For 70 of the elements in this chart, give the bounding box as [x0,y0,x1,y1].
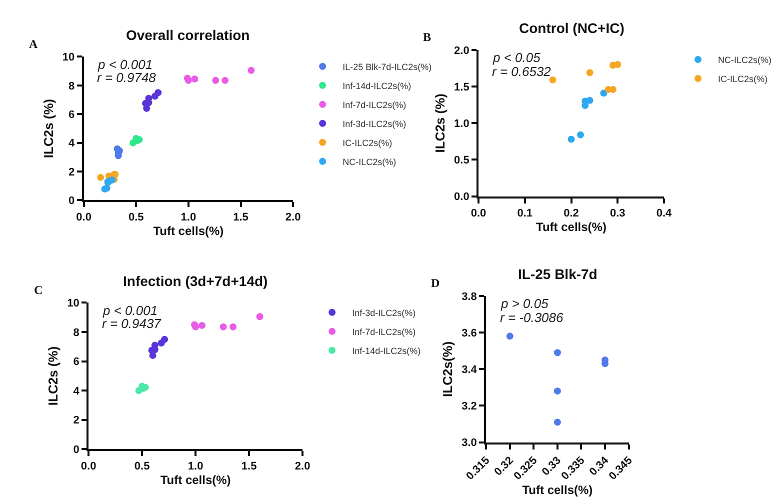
y-axis-title: ILC2s (%) [46,346,61,406]
text: D [431,276,440,290]
y-tick-label: 10 [67,298,80,310]
x-tick-label: 0.5 [134,460,150,472]
x-axis-title: Tuft cells(%) [536,220,606,234]
x-tick-label: 0.5 [128,211,144,224]
text: C [34,283,43,297]
y-tick-label: 2 [68,166,75,178]
legend-label: Inf-14d-ILC2s(%) [342,80,412,91]
chart-title: Control (NC+IC) [519,20,624,36]
y-tick-label: 0 [68,195,75,208]
annotation: p < 0.05 [492,50,542,65]
x-tick-label: 0.2 [564,208,579,220]
y-tick-label: 0 [73,444,80,456]
y-tick-label: 6 [73,356,80,368]
x-tick-label: 1.5 [241,460,257,472]
legend-label: IC-ILC2s(%) [342,138,392,148]
annotation: r = 0.6532 [492,64,552,79]
x-tick-label: 1.0 [180,211,196,224]
chart-title: Infection (3d+7d+14d) [123,273,268,289]
y-tick-label: 0.0 [454,191,470,204]
x-axis-title: Tuft cells(%) [153,224,224,238]
y-axis-title: ILC2s (%) [40,98,56,158]
x-tick-label: 2.0 [285,211,301,224]
annotation: r = -0.3086 [500,310,564,325]
x-tick-label: 2.0 [294,460,310,472]
x-tick-label: 0.4 [656,208,673,220]
legend-label: Inf-14d-ILC2s(%) [352,346,421,356]
x-axis-title: Tuft cells(%) [522,482,593,497]
text: A [29,37,38,51]
y-axis-title: ILC2s (%) [432,94,448,153]
x-tick-label: 1.0 [188,460,204,472]
annotation: p < 0.001 [97,57,153,72]
legend-label: Inf-7d-ILC2s(%) [352,326,416,337]
chart-title: Overall correlation [126,27,250,43]
y-axis-title: ILC2s(%) [440,341,456,397]
legend-label: NC-ILC2s(%) [718,55,772,66]
y-tick-label: 3.4 [462,364,478,376]
y-tick-label: 4 [73,385,80,398]
y-tick-label: 8 [73,326,80,339]
x-tick-label: 0.3 [610,208,626,220]
x-tick-label: 0.0 [470,208,486,220]
y-tick-label: 8 [68,80,75,92]
chart-title: IL-25 Blk-7d [518,266,598,282]
y-tick-label: 1.5 [454,81,470,94]
annotation: r = 0.9437 [102,316,162,331]
annotation: p > 0.05 [500,296,550,311]
y-tick-label: 3.6 [462,327,477,340]
legend-label: IL-25 Blk-7d-ILC2s(%) [342,62,432,72]
legend-label: IC-ILC2s(%) [718,74,768,84]
y-tick-label: 4 [68,138,76,150]
x-axis-title: Tuft cells(%) [160,472,231,487]
y-tick-label: 10 [62,52,75,64]
annotation: p < 0.001 [102,303,158,318]
legend-label: Inf-3d-ILC2s(%) [352,308,416,318]
y-tick-label: 2.0 [454,44,470,57]
y-tick-label: 0.5 [454,154,470,167]
y-tick-label: 6 [68,108,75,121]
y-tick-label: 3.2 [462,400,477,413]
x-tick-label: 0.1 [517,208,533,220]
text: B [423,30,432,44]
annotation: r = 0.9748 [97,70,157,85]
y-tick-label: 3.8 [462,290,477,303]
legend-label: NC-ILC2s(%) [342,156,396,167]
legend-label: Inf-3d-ILC2s(%) [342,118,406,129]
x-tick-label: 1.5 [233,211,248,224]
legend-label: Inf-7d-ILC2s(%) [342,100,406,110]
y-tick-label: 2 [73,414,80,427]
y-tick-label: 1.0 [454,118,470,130]
y-tick-label: 3.0 [462,437,477,450]
